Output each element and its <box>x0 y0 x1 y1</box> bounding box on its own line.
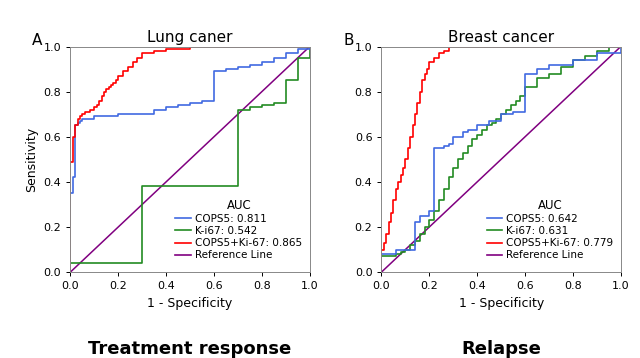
X-axis label: 1 - Specificity: 1 - Specificity <box>458 297 544 310</box>
Title: Breast cancer: Breast cancer <box>448 30 554 45</box>
Text: Treatment response: Treatment response <box>88 340 292 358</box>
Y-axis label: Sensitivity: Sensitivity <box>25 127 38 192</box>
Text: A: A <box>32 33 42 48</box>
Text: B: B <box>343 33 354 48</box>
X-axis label: 1 - Specificity: 1 - Specificity <box>147 297 233 310</box>
Legend: COPS5: 0.642, K-i67: 0.631, COPS5+Ki-67: 0.779, Reference Line: COPS5: 0.642, K-i67: 0.631, COPS5+Ki-67:… <box>484 197 616 262</box>
Text: Relapse: Relapse <box>461 340 541 358</box>
Legend: COPS5: 0.811, K-i67: 0.542, COPS5+Ki-67: 0.865, Reference Line: COPS5: 0.811, K-i67: 0.542, COPS5+Ki-67:… <box>173 197 305 262</box>
Title: Lung caner: Lung caner <box>147 30 233 45</box>
